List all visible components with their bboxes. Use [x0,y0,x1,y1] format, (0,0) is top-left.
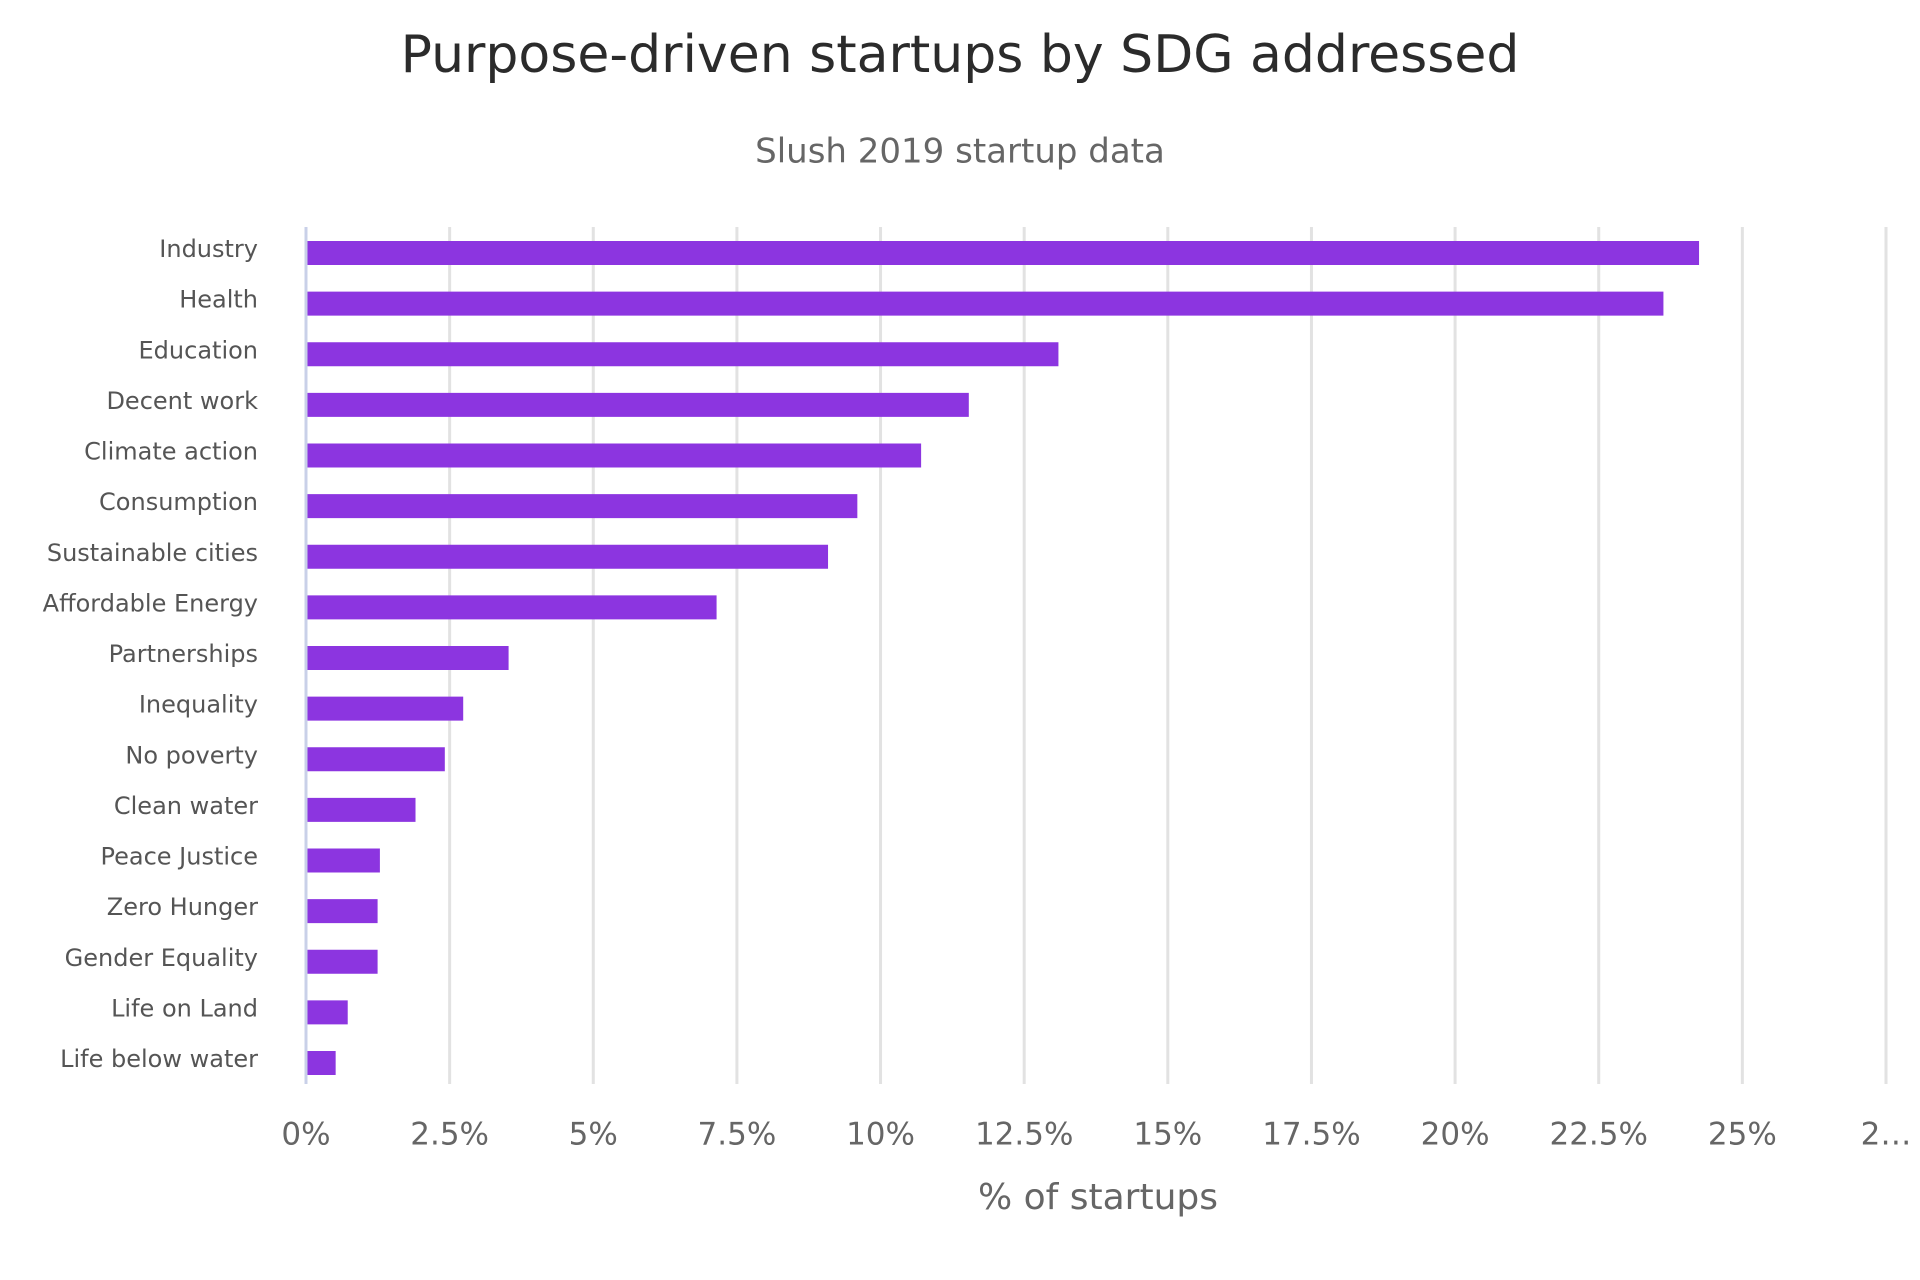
bar [307,696,464,721]
x-tick-label: 2.5% [410,1117,489,1153]
y-tick-label: Climate action [84,438,258,466]
y-tick-label: Health [179,286,258,314]
bar [307,747,445,772]
bar [307,848,380,873]
y-tick-label: Zero Hunger [107,893,258,921]
bar [307,342,1059,367]
y-tick-label: Consumption [99,488,258,516]
bar [307,949,378,974]
y-tick-label: Partnerships [109,640,258,668]
x-tick-label: 17.5% [1262,1117,1360,1153]
x-tick-label: 10% [846,1117,915,1153]
y-tick-label: Life below water [60,1045,258,1073]
x-tick-label: 7.5% [698,1117,777,1153]
y-tick-label: Decent work [106,387,258,415]
bar [307,899,378,924]
x-tick-label: 20% [1421,1117,1490,1153]
bar [307,797,416,822]
y-tick-label: No poverty [125,741,258,769]
y-tick-label: Gender Equality [65,944,258,972]
y-tick-label: Education [139,336,258,364]
bar [307,646,509,670]
bar [307,1051,336,1075]
bar [307,241,1700,265]
x-tick-label: 5% [569,1117,618,1153]
bar [307,595,717,620]
chart-title: Purpose-driven startups by SDG addressed [401,25,1520,85]
bar [307,1000,348,1025]
y-tick-label: Clean water [114,792,258,820]
x-axis-label: % of startups [978,1177,1218,1218]
bar [307,494,858,519]
y-tick-label: Affordable Energy [43,589,258,617]
y-tick-label: Life on Land [111,994,258,1022]
bar [307,544,829,569]
x-tick-label: 25% [1708,1117,1777,1153]
bar [307,443,922,468]
x-tick-label: 12.5% [975,1117,1073,1153]
x-tick-label: 22.5% [1549,1117,1647,1153]
x-tick-label: 15% [1133,1117,1202,1153]
y-tick-label: Sustainable cities [47,539,258,567]
y-tick-label: Inequality [139,691,258,719]
y-tick-label: Peace Justice [100,843,258,871]
y-tick-label: Industry [159,235,258,263]
bar [307,291,1664,316]
x-tick-label: 2… [1861,1117,1912,1153]
x-tick-label: 0% [281,1117,330,1153]
bar [307,392,969,417]
chart-subtitle: Slush 2019 startup data [755,132,1165,172]
